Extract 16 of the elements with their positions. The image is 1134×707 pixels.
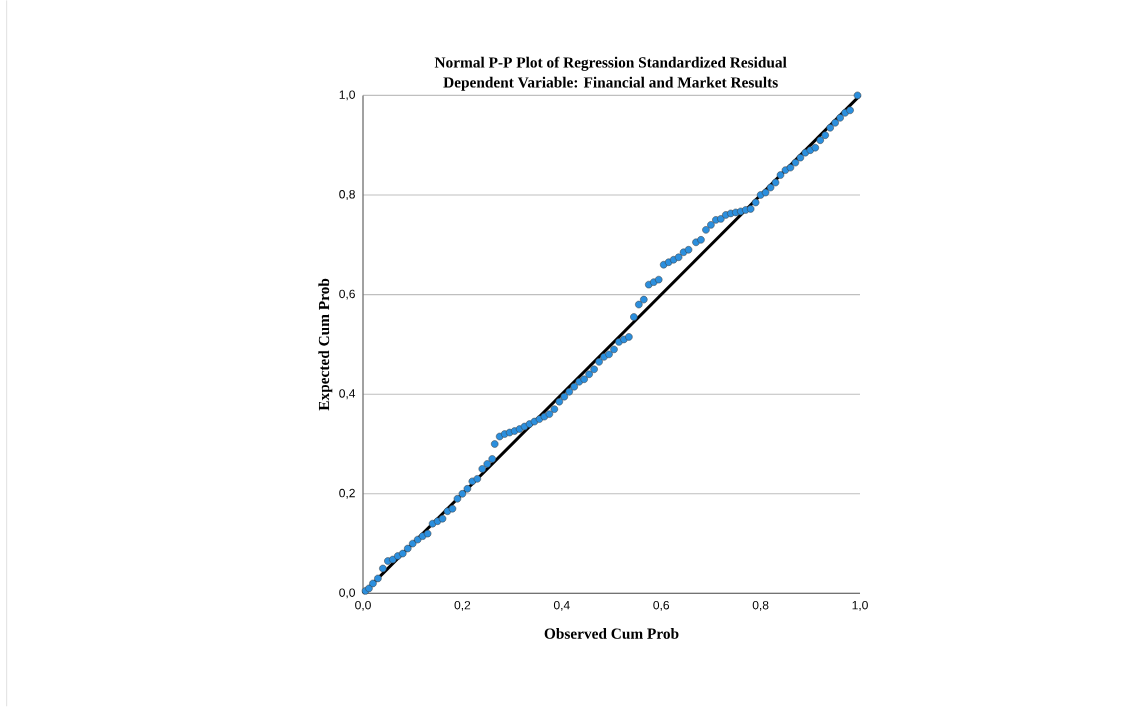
x-tick-label: 0,2 bbox=[454, 601, 471, 611]
y-axis-title: Expected Cum Prob bbox=[318, 278, 333, 411]
y-tick-label: 0,4 bbox=[339, 389, 356, 400]
x-tick-label: 0,0 bbox=[355, 601, 371, 611]
y-tick-label: 1,0 bbox=[339, 90, 355, 101]
chart-title: Normal P-P Plot of Regression Standardized Residual bbox=[434, 56, 787, 71]
chart-subtitle: Dependent Variable: Financial and Market Results bbox=[443, 76, 778, 91]
y-tick-label: 0,8 bbox=[339, 190, 355, 201]
y-tick-label: 0,6 bbox=[339, 289, 355, 300]
x-tick-label: 0,8 bbox=[752, 601, 769, 611]
x-axis-title: Observed Cum Prob bbox=[544, 628, 679, 639]
x-tick-label: 0,4 bbox=[553, 601, 570, 611]
x-tick-label: 1,0 bbox=[852, 601, 868, 611]
y-tick-label: 0,0 bbox=[339, 588, 355, 599]
x-tick-label: 0,6 bbox=[653, 601, 670, 611]
y-tick-label: 0,2 bbox=[339, 488, 355, 499]
